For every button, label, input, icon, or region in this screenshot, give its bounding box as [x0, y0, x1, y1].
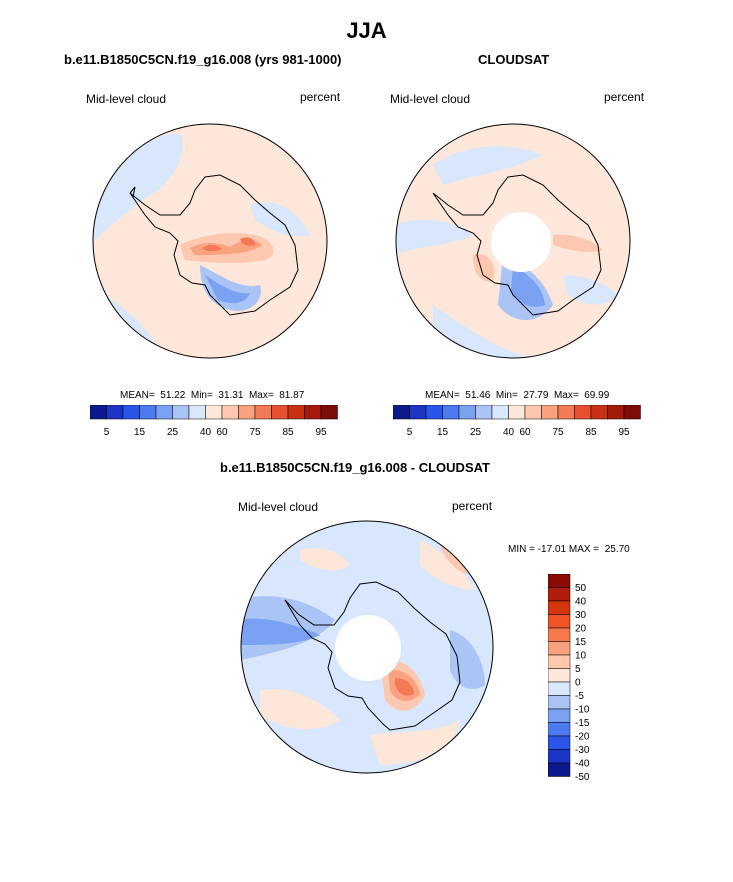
colorbar-model-tick-label: 25: [167, 427, 179, 437]
colorbar-difference-swatch: [548, 587, 571, 602]
colorbar-model-swatch: [155, 405, 173, 420]
colorbar-cloudsat-swatch: [524, 405, 542, 420]
colorbar-cloudsat-swatch: [541, 405, 559, 420]
colorbar-difference-swatch: [548, 722, 571, 737]
colorbar-cloudsat-tick-label: 60: [519, 427, 531, 437]
colorbar-cloudsat-tick-label: 40: [503, 427, 515, 437]
colorbar-difference-swatch: [548, 600, 571, 615]
colorbar-difference-swatch: [548, 695, 571, 710]
panel-model-left-label: Mid-level cloud: [86, 92, 167, 106]
colorbar-cloudsat-swatch: [623, 405, 641, 420]
panel-diff-stats: MIN = -17.01 MAX = 25.70: [508, 544, 630, 555]
colorbar-cloudsat-tick-label: 85: [585, 427, 597, 437]
colorbar-model-tick-label: 5: [104, 427, 110, 437]
colorbar-difference-swatch: [548, 749, 571, 764]
colorbar-difference-tick-label: 20: [575, 624, 587, 635]
colorbar-cloudsat-tick-label: 15: [437, 427, 449, 437]
colorbar-difference-tick-label: -15: [575, 718, 590, 729]
colorbar-model-swatch: [271, 405, 289, 420]
colorbar-cloudsat-swatch: [425, 405, 443, 420]
colorbar-model-swatch: [106, 405, 124, 420]
colorbar-cloudsat-tick-label: 5: [407, 427, 413, 437]
colorbar-model-tick-label: 95: [315, 427, 327, 437]
colorbar-cloudsat-swatch: [409, 405, 427, 420]
colorbar-difference-tick-label: -5: [575, 691, 584, 702]
colorbar-difference-tick-label: 5: [575, 664, 581, 675]
colorbar-cloudsat-swatch: [557, 405, 575, 420]
colorbar-difference-swatch: [548, 574, 571, 588]
colorbar-cloudsat-swatch: [458, 405, 476, 420]
colorbar-model-tick-label: 60: [216, 427, 228, 437]
colorbar-model-swatch: [172, 405, 190, 420]
colorbar-difference-tick-label: 50: [575, 583, 587, 594]
colorbar-model-swatch: [205, 405, 223, 420]
colorbar-model-swatch: [238, 405, 256, 420]
colorbar-difference-swatch: [548, 654, 571, 669]
colorbar-difference-tick-label: -10: [575, 705, 590, 716]
colorbar-cloudsat-swatch: [393, 405, 410, 420]
panel-model-stats: MEAN= 51.22 Min= 31.31 Max= 81.87: [120, 390, 305, 401]
panel-obs-stats: MEAN= 51.46 Min= 27.79 Max= 69.99: [425, 390, 610, 401]
colorbar-difference-swatch: [548, 627, 571, 642]
colorbar-model-swatch: [304, 405, 322, 420]
colorbar-cloudsat-swatch: [491, 405, 509, 420]
map-difference: [240, 520, 494, 774]
colorbar-difference-swatch: [548, 762, 571, 777]
colorbar-model-tick-label: 40: [200, 427, 212, 437]
colorbar-difference-swatch: [548, 708, 571, 723]
colorbar-difference-swatch: [548, 681, 571, 696]
panel-model-right-label: percent: [300, 90, 341, 104]
colorbar-difference-tick-label: -40: [575, 759, 590, 770]
colorbar-model-swatch: [188, 405, 206, 420]
colorbar-model-swatch: [287, 405, 305, 420]
colorbar-cloudsat-tick-label: 95: [618, 427, 630, 437]
panel-obs-left-label: Mid-level cloud: [390, 92, 471, 106]
colorbar-difference-tick-label: 15: [575, 637, 587, 648]
colorbar-cloudsat-swatch: [508, 405, 526, 420]
panel-diff-right-label: percent: [452, 499, 493, 513]
figure-title: JJA: [346, 18, 387, 43]
colorbar-cloudsat-tick-label: 25: [470, 427, 482, 437]
colorbar-difference-tick-label: 30: [575, 610, 587, 621]
colorbar-model-tick-label: 15: [134, 427, 146, 437]
colorbar-difference-tick-label: 10: [575, 651, 587, 662]
colorbar-cloudsat: 5 15 25 40 60 75 85 95: [393, 405, 641, 437]
colorbar-model-swatch: [221, 405, 239, 420]
colorbar-difference-swatch: [548, 641, 571, 656]
colorbar-model-tick-label: 85: [282, 427, 294, 437]
colorbar-model-swatch: [254, 405, 272, 420]
panel-obs-title: CLOUDSAT: [478, 52, 550, 67]
colorbar-difference-tick-label: -20: [575, 732, 590, 743]
colorbar-difference-tick-label: 0: [575, 678, 581, 689]
colorbar-difference-swatch: [548, 735, 571, 750]
panel-diff-left-label: Mid-level cloud: [238, 500, 319, 514]
colorbar-cloudsat-swatch: [475, 405, 493, 420]
panel-obs-right-label: percent: [604, 90, 645, 104]
colorbar-model-swatch: [320, 405, 338, 420]
panel-diff-title: b.e11.B1850C5CN.f19_g16.008 - CLOUDSAT: [220, 460, 490, 475]
colorbar-difference-swatch: [548, 614, 571, 629]
colorbar-model-tick-label: 75: [249, 427, 261, 437]
colorbar-difference-tick-label: -50: [575, 772, 590, 780]
colorbar-model-swatch: [90, 405, 107, 420]
colorbar-cloudsat-swatch: [574, 405, 592, 420]
colorbar-model-swatch: [139, 405, 157, 420]
map-model: [92, 123, 328, 359]
colorbar-cloudsat-swatch: [590, 405, 608, 420]
colorbar-cloudsat-swatch: [607, 405, 625, 420]
colorbar-model: 5 15 25 40 60 75 85 95: [90, 405, 338, 437]
colorbar-difference-swatch: [548, 668, 571, 683]
colorbar-cloudsat-swatch: [442, 405, 460, 420]
colorbar-difference-tick-label: 40: [575, 597, 587, 608]
map-cloudsat: [395, 123, 631, 359]
colorbar-model-swatch: [122, 405, 140, 420]
colorbar-difference-tick-label: -30: [575, 745, 590, 756]
colorbar-cloudsat-tick-label: 75: [552, 427, 564, 437]
panel-model-title: b.e11.B1850C5CN.f19_g16.008 (yrs 981-100…: [64, 52, 342, 67]
